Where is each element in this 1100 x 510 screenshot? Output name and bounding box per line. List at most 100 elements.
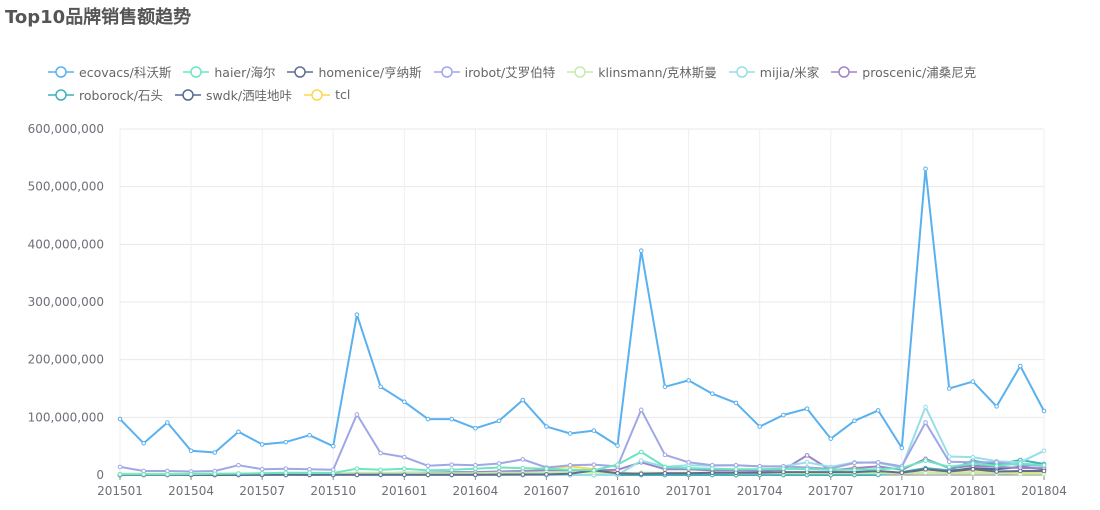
data-point[interactable] [544, 472, 549, 477]
data-point[interactable] [710, 391, 715, 396]
data-point[interactable] [828, 467, 834, 473]
data-point[interactable] [710, 466, 715, 471]
data-point[interactable] [970, 461, 976, 466]
data-point[interactable] [402, 454, 407, 460]
data-point[interactable] [402, 466, 407, 471]
data-point[interactable] [354, 312, 360, 317]
data-point[interactable] [236, 462, 241, 468]
data-point[interactable] [875, 408, 881, 413]
data-point[interactable] [544, 466, 549, 471]
data-point[interactable] [946, 459, 952, 465]
data-point[interactable] [970, 454, 976, 460]
data-point[interactable] [567, 462, 573, 468]
legend-item[interactable]: homenice/亨纳斯 [287, 63, 422, 80]
data-point[interactable] [567, 467, 573, 473]
data-point[interactable] [496, 465, 502, 470]
data-point[interactable] [259, 466, 265, 472]
data-point[interactable] [923, 404, 928, 410]
legend-item[interactable]: klinsmann/克林斯曼 [567, 63, 717, 80]
data-point[interactable] [615, 443, 620, 448]
data-point[interactable] [638, 449, 644, 455]
data-point[interactable] [757, 424, 762, 429]
data-point[interactable] [165, 420, 170, 425]
data-point[interactable] [804, 406, 810, 411]
data-point[interactable] [804, 466, 810, 472]
data-point[interactable] [567, 471, 573, 477]
data-point[interactable] [1018, 363, 1023, 369]
data-point[interactable] [473, 425, 478, 431]
data-point[interactable] [283, 470, 289, 475]
data-point[interactable] [449, 416, 454, 422]
legend-item[interactable]: tcl [304, 86, 350, 103]
data-point[interactable] [212, 471, 218, 477]
series-line[interactable] [119, 408, 1045, 473]
data-point[interactable] [686, 470, 691, 476]
data-point[interactable] [259, 442, 265, 447]
legend-item[interactable]: roborock/石头 [48, 86, 163, 103]
data-point[interactable] [449, 467, 454, 473]
data-point[interactable] [662, 464, 668, 470]
data-point[interactable] [852, 467, 857, 473]
data-point[interactable] [188, 448, 194, 454]
data-point[interactable] [520, 457, 526, 462]
data-point[interactable] [946, 386, 952, 391]
data-point[interactable] [449, 472, 454, 478]
data-point[interactable] [733, 400, 739, 406]
data-point[interactable] [710, 470, 715, 475]
data-point[interactable] [1041, 468, 1047, 474]
data-point[interactable] [520, 465, 526, 471]
data-point[interactable] [923, 420, 928, 425]
data-point[interactable] [781, 466, 786, 471]
data-point[interactable] [378, 384, 383, 390]
legend-item[interactable]: haier/海尔 [183, 63, 275, 80]
data-point[interactable] [875, 466, 881, 472]
data-point[interactable] [638, 248, 644, 253]
data-point[interactable] [615, 462, 620, 467]
data-point[interactable] [283, 439, 289, 445]
data-point[interactable] [591, 462, 597, 467]
data-point[interactable] [875, 460, 881, 465]
data-point[interactable] [1041, 448, 1047, 454]
data-point[interactable] [994, 463, 999, 469]
data-point[interactable] [449, 462, 454, 467]
data-point[interactable] [781, 412, 786, 418]
data-point[interactable] [544, 424, 549, 429]
data-point[interactable] [473, 472, 478, 477]
data-point[interactable] [567, 431, 573, 436]
legend-item[interactable]: proscenic/浦桑尼克 [831, 63, 976, 80]
data-point[interactable] [946, 454, 952, 459]
data-point[interactable] [899, 470, 905, 475]
data-point[interactable] [638, 471, 644, 477]
data-point[interactable] [686, 465, 691, 471]
data-point[interactable] [970, 470, 976, 476]
data-point[interactable] [757, 466, 762, 472]
data-point[interactable] [425, 472, 431, 478]
data-point[interactable] [496, 461, 502, 466]
data-point[interactable] [496, 472, 502, 477]
legend-item[interactable]: swdk/洒哇地咔 [174, 86, 292, 103]
data-point[interactable] [804, 460, 810, 465]
data-point[interactable] [473, 466, 478, 471]
data-point[interactable] [117, 416, 123, 422]
data-point[interactable] [212, 450, 218, 455]
data-point[interactable] [946, 464, 952, 470]
data-point[interactable] [946, 469, 952, 474]
data-point[interactable] [236, 429, 241, 435]
data-point[interactable] [307, 432, 312, 438]
data-point[interactable] [852, 418, 857, 424]
data-point[interactable] [354, 472, 360, 478]
data-point[interactable] [378, 472, 383, 477]
data-point[interactable] [259, 470, 265, 476]
data-point[interactable] [686, 378, 691, 383]
data-point[interactable] [1041, 408, 1047, 414]
data-point[interactable] [378, 450, 383, 456]
legend-item[interactable]: ecovacs/科沃斯 [48, 63, 171, 80]
data-point[interactable] [236, 471, 241, 476]
data-point[interactable] [828, 436, 834, 441]
data-point[interactable] [662, 452, 668, 458]
data-point[interactable] [425, 416, 431, 422]
data-point[interactable] [638, 458, 644, 463]
data-point[interactable] [733, 466, 739, 472]
data-point[interactable] [496, 418, 502, 424]
data-point[interactable] [188, 471, 194, 477]
